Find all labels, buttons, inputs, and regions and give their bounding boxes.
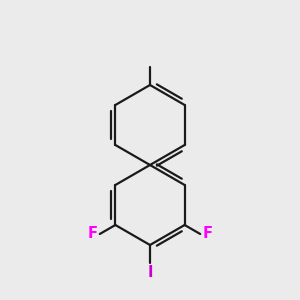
Text: I: I xyxy=(147,265,153,280)
Text: F: F xyxy=(88,226,98,242)
Text: F: F xyxy=(202,226,212,242)
